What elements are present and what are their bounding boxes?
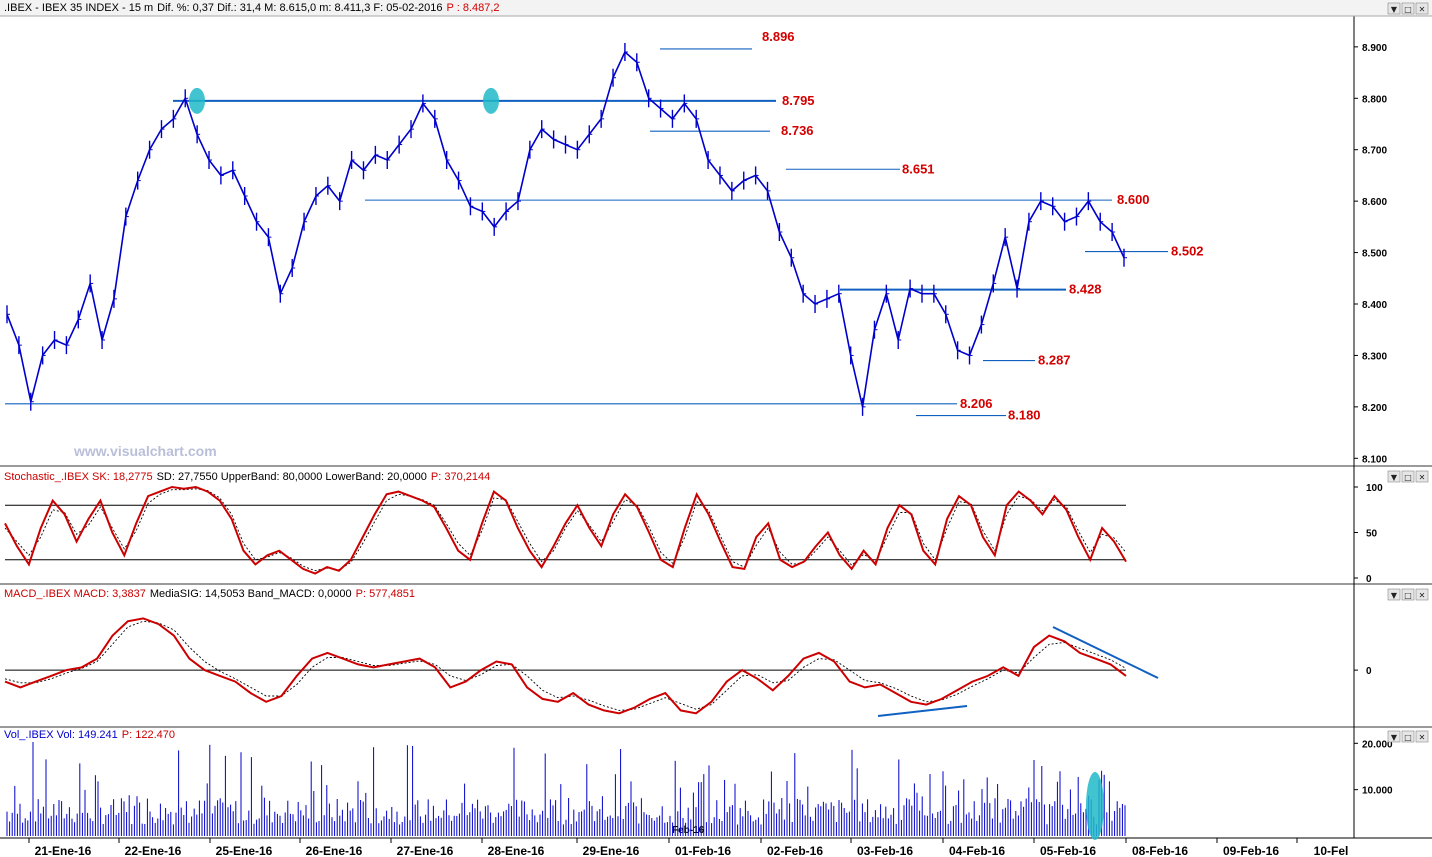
stochastic-sd-line — [4, 488, 1127, 572]
date-label: 04-Feb-16 — [949, 844, 1005, 857]
level-8896-label: 8.896 — [762, 29, 795, 44]
watermark: www.visualchart.com — [73, 443, 217, 459]
date-axis: 21-Ene-16 22-Ene-16 25-Ene-16 26-Ene-16 27-E… — [28, 838, 1349, 857]
panel-1-close-icon[interactable]: ✕ — [1419, 473, 1426, 482]
macd-divergence-trendline — [877, 705, 968, 717]
top-highlight-marker — [483, 87, 499, 114]
volume-tick-label: 20.000 — [1362, 739, 1393, 750]
date-label: 28-Ene-16 — [488, 844, 545, 857]
panel-1-minimize-icon[interactable]: ▼ — [1391, 473, 1398, 482]
price-tick-label: 8.800 — [1362, 94, 1387, 105]
date-label: 08-Feb-16 — [1132, 844, 1188, 857]
date-label: 01-Feb-16 — [675, 844, 731, 857]
panel-0-minimize-icon[interactable]: ▼ — [1391, 5, 1398, 14]
panel-0-restore-button[interactable] — [1401, 2, 1415, 15]
chart-frame — [0, 0, 1432, 839]
volume-panel: 10.000 20.000 — [6, 739, 1393, 840]
stochastic-tick-label: 100 — [1366, 483, 1383, 494]
price-tick-label: 8.400 — [1362, 300, 1387, 311]
volume-tick-label: 10.000 — [1362, 786, 1393, 797]
date-label: 02-Feb-16 — [767, 844, 823, 857]
macd-panel: 0 — [4, 617, 1372, 717]
stochastic-tick-label: 50 — [1366, 529, 1378, 540]
price-tick-label: 8.300 — [1362, 351, 1387, 362]
date-label: 10-Fel — [1314, 844, 1349, 857]
date-label: 27-Ene-16 — [397, 844, 454, 857]
date-label: 05-Feb-16 — [1040, 844, 1096, 857]
price-title-bar — [0, 0, 1432, 16]
level-8206-label: 8.206 — [960, 396, 993, 411]
level-8287-label: 8.287 — [1038, 353, 1071, 368]
price-series-line — [6, 50, 1125, 408]
panel-2-minimize-button[interactable] — [1387, 588, 1401, 601]
level-8736-label: 8.736 — [781, 123, 814, 138]
macd-tick-label: 0 — [1366, 666, 1372, 677]
panel-3-minimize-button[interactable] — [1387, 730, 1401, 743]
level-8180-label: 8.180 — [1008, 408, 1041, 423]
panel-3-restore-icon[interactable]: □ — [1404, 733, 1412, 742]
panel-1-close-button[interactable] — [1415, 470, 1429, 483]
price-tick-label: 8.600 — [1362, 197, 1387, 208]
panel-0-minimize-button[interactable] — [1387, 2, 1401, 15]
panel-0-restore-icon[interactable]: □ — [1404, 5, 1412, 14]
panel-2-close-button[interactable] — [1415, 588, 1429, 601]
level-8428-label: 8.428 — [1069, 282, 1102, 297]
date-label: 29-Ene-16 — [583, 844, 640, 857]
level-8651-label: 8.651 — [902, 161, 935, 176]
price-tick-label: 8.700 — [1362, 146, 1387, 157]
macd-line — [4, 617, 1127, 715]
panel-3-restore-button[interactable] — [1401, 730, 1415, 743]
panel-2-close-icon[interactable]: ✕ — [1419, 591, 1426, 600]
level-8795-label: 8.795 — [782, 93, 815, 108]
macd-panel-title: MACD_.IBEX MACD: 3,3837 MediaSIG: 14,5053… — [4, 588, 415, 600]
stochastic-panel: 0 50 100 — [4, 483, 1383, 585]
price-tick-label: 8.100 — [1362, 454, 1387, 465]
panel-3-close-icon[interactable]: ✕ — [1419, 733, 1426, 742]
panel-2-restore-icon[interactable]: □ — [1404, 591, 1412, 600]
date-label: 22-Ene-16 — [125, 844, 182, 857]
panel-2-restore-button[interactable] — [1401, 588, 1415, 601]
panel-1-minimize-button[interactable] — [1387, 470, 1401, 483]
date-label: 03-Feb-16 — [857, 844, 913, 857]
stochastic-tick-label: 0 — [1366, 574, 1372, 585]
date-label: 26-Ene-16 — [306, 844, 363, 857]
level-8502-label: 8.502 — [1171, 244, 1204, 259]
stochastic-sk-line — [4, 485, 1127, 575]
date-label: 21-Ene-16 — [35, 844, 92, 857]
stochastic-panel-title: Stochastic_.IBEX SK: 18,2775 SD: 27,7550 … — [4, 471, 490, 483]
volume-highlight-marker — [1086, 772, 1104, 840]
panel-3-close-button[interactable] — [1415, 730, 1429, 743]
top-highlight-marker — [189, 87, 205, 114]
window-buttons[interactable]: ▼ □ ✕ ▼ □ ✕ ▼ □ ✕ ▼ □ ✕ — [1387, 2, 1429, 743]
panel-2-minimize-icon[interactable]: ▼ — [1391, 591, 1398, 600]
volume-panel-title: Vol_.IBEX Vol: 149.241 P: 122.470 — [4, 729, 175, 741]
panel-1-restore-button[interactable] — [1401, 470, 1415, 483]
macd-down-trendline — [1052, 626, 1159, 679]
date-label: 09-Feb-16 — [1223, 844, 1279, 857]
price-panel: 8.100 8.200 8.300 8.400 8.500 8.600 8.700 8.800… — [5, 29, 1387, 465]
price-tick-label: 8.500 — [1362, 249, 1387, 260]
panel-0-close-icon[interactable]: ✕ — [1419, 5, 1426, 14]
price-tick-label: 8.900 — [1362, 43, 1387, 54]
price-panel-title: .IBEX - IBEX 35 INDEX - 15 m Dif. %: 0,37… — [4, 2, 500, 14]
panel-3-minimize-icon[interactable]: ▼ — [1391, 733, 1398, 742]
panel-1-restore-icon[interactable]: □ — [1404, 473, 1412, 482]
price-tick-label: 8.200 — [1362, 403, 1387, 414]
panel-0-close-button[interactable] — [1415, 2, 1429, 15]
level-8600-label: 8.600 — [1117, 192, 1150, 207]
date-label: 25-Ene-16 — [216, 844, 273, 857]
